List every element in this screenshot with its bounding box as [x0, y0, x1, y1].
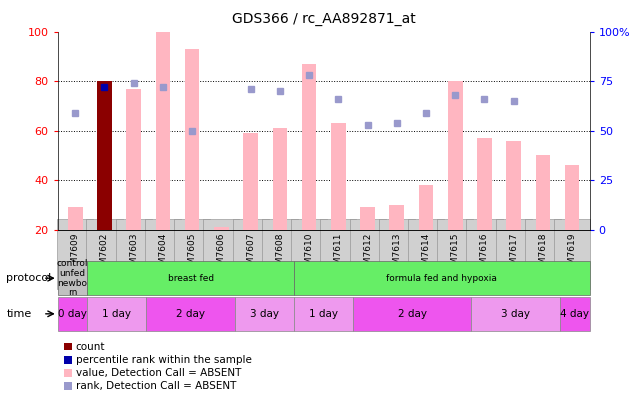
Bar — [477, 138, 492, 230]
Text: 1 day: 1 day — [103, 309, 131, 319]
Bar — [294, 261, 590, 295]
Text: protocol: protocol — [6, 273, 52, 283]
Bar — [235, 297, 294, 331]
Text: 2 day: 2 day — [176, 309, 205, 319]
Text: value, Detection Call = ABSENT: value, Detection Call = ABSENT — [76, 367, 241, 378]
Text: 4 day: 4 day — [560, 309, 590, 319]
Text: 3 day: 3 day — [250, 309, 279, 319]
Bar — [146, 297, 235, 331]
Bar — [58, 261, 87, 295]
Text: control
unfed
newbo
rn: control unfed newbo rn — [56, 259, 88, 297]
Bar — [58, 297, 87, 331]
Bar — [353, 297, 472, 331]
Text: time: time — [6, 309, 31, 319]
Bar — [565, 165, 579, 230]
Bar — [185, 49, 199, 230]
Bar — [506, 141, 521, 230]
Bar — [560, 297, 590, 331]
Bar — [126, 89, 141, 230]
Text: percentile rank within the sample: percentile rank within the sample — [76, 354, 251, 365]
Bar — [419, 185, 433, 230]
Bar — [294, 297, 353, 331]
Bar — [97, 81, 112, 230]
Text: 2 day: 2 day — [398, 309, 427, 319]
Bar — [214, 227, 229, 230]
Text: rank, Detection Call = ABSENT: rank, Detection Call = ABSENT — [76, 381, 236, 391]
Bar — [536, 155, 550, 230]
Text: formula fed and hypoxia: formula fed and hypoxia — [387, 274, 497, 283]
Text: breast fed: breast fed — [168, 274, 213, 283]
Bar — [472, 297, 560, 331]
Title: GDS366 / rc_AA892871_at: GDS366 / rc_AA892871_at — [232, 13, 415, 27]
Bar — [87, 261, 294, 295]
Bar — [156, 32, 171, 230]
Bar — [331, 123, 345, 230]
Text: 1 day: 1 day — [309, 309, 338, 319]
Bar — [448, 81, 463, 230]
Text: 3 day: 3 day — [501, 309, 530, 319]
Bar — [244, 133, 258, 230]
Bar — [87, 297, 146, 331]
Bar — [272, 128, 287, 230]
Bar — [390, 205, 404, 230]
Text: 0 day: 0 day — [58, 309, 87, 319]
Bar — [360, 208, 375, 230]
Bar — [68, 208, 83, 230]
Bar — [302, 64, 317, 230]
Text: count: count — [76, 341, 105, 352]
